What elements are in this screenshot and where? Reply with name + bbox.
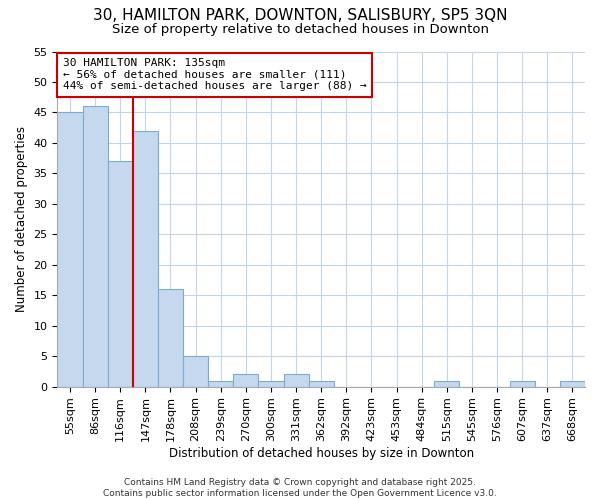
Bar [208,380,233,386]
Bar [183,356,208,386]
Text: 30 HAMILTON PARK: 135sqm
← 56% of detached houses are smaller (111)
44% of semi-: 30 HAMILTON PARK: 135sqm ← 56% of detach… [62,58,367,92]
Bar [509,380,535,386]
Bar [284,374,308,386]
Bar [308,380,334,386]
Text: 30, HAMILTON PARK, DOWNTON, SALISBURY, SP5 3QN: 30, HAMILTON PARK, DOWNTON, SALISBURY, S… [93,8,507,22]
Bar [233,374,259,386]
Bar [107,161,133,386]
Y-axis label: Number of detached properties: Number of detached properties [15,126,28,312]
Bar [133,130,158,386]
Bar [83,106,107,386]
Bar [259,380,284,386]
Bar [158,289,183,386]
Text: Size of property relative to detached houses in Downton: Size of property relative to detached ho… [112,22,488,36]
Text: Contains HM Land Registry data © Crown copyright and database right 2025.
Contai: Contains HM Land Registry data © Crown c… [103,478,497,498]
Bar [434,380,460,386]
Bar [560,380,585,386]
X-axis label: Distribution of detached houses by size in Downton: Distribution of detached houses by size … [169,447,474,460]
Bar [58,112,83,386]
